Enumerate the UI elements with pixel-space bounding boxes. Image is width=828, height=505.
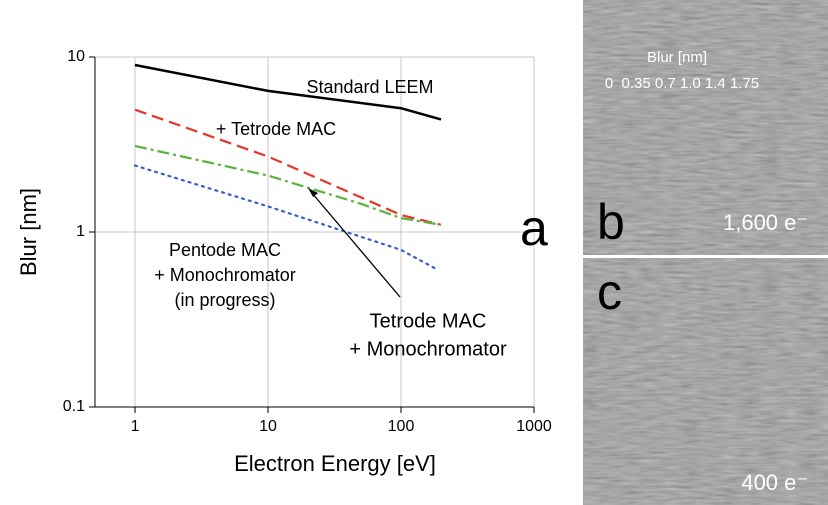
annotation: Standard LEEM bbox=[306, 77, 433, 97]
series-line bbox=[134, 144, 442, 226]
y-tick-label: 1 bbox=[76, 223, 85, 240]
panel-label: c bbox=[597, 264, 622, 320]
annotation: + Tetrode MAC bbox=[216, 119, 336, 139]
annotation: (in progress) bbox=[174, 290, 275, 310]
annotation: Pentode MAC bbox=[169, 240, 281, 260]
panel-label: a bbox=[520, 200, 548, 256]
arrow-head bbox=[308, 188, 318, 197]
x-tick-label: 1000 bbox=[516, 418, 552, 435]
image-noise-c bbox=[583, 258, 828, 505]
x-tick-label: 1 bbox=[131, 418, 140, 435]
panel-label: b bbox=[597, 194, 625, 250]
x-tick-label: 10 bbox=[259, 418, 277, 435]
arrow-line bbox=[311, 192, 401, 298]
image-noise-b bbox=[583, 0, 828, 255]
y-axis-title: Blur [nm] bbox=[16, 188, 41, 276]
annotation: + Monochromator bbox=[349, 338, 507, 360]
panel-c-dose: 400 e⁻ bbox=[741, 470, 808, 495]
panel-b-scale: 0 0.35 0.7 1.0 1.4 1.75 bbox=[605, 75, 759, 92]
y-tick-label: 0.1 bbox=[63, 398, 85, 415]
x-tick-label: 100 bbox=[388, 418, 415, 435]
plot: 1 10 100 1000 0.1 1 10 bbox=[63, 48, 552, 435]
annotation: + Monochromator bbox=[154, 265, 296, 285]
x-axis-title: Electron Energy [eV] bbox=[234, 451, 436, 476]
annotation: Tetrode MAC bbox=[370, 310, 487, 332]
panel-b-dose: 1,600 e⁻ bbox=[723, 210, 808, 235]
series-line bbox=[133, 164, 437, 270]
y-tick-label: 10 bbox=[67, 48, 85, 65]
series-line bbox=[134, 63, 442, 121]
series-line bbox=[134, 108, 442, 226]
panel-b-title: Blur [nm] bbox=[647, 49, 707, 66]
